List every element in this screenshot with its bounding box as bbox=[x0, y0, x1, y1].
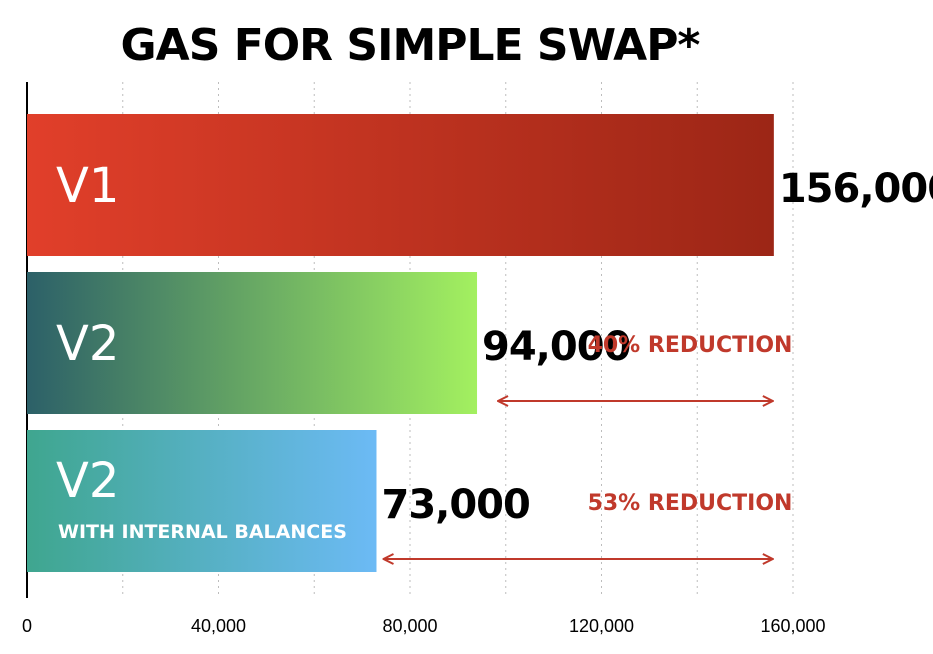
value-label: 73,000 bbox=[381, 482, 529, 528]
bars: V1 156,000 V2 94,000 V2 WITH INTERNAL BALANCE… bbox=[27, 114, 933, 572]
value-label: 156,000 bbox=[779, 166, 933, 212]
x-tick-label: 40,000 bbox=[191, 616, 246, 636]
bar-subtitle-label: WITH INTERNAL BALANCES bbox=[58, 521, 347, 543]
bar-category-label: V1 bbox=[56, 158, 119, 214]
chart-title: GAS FOR SIMPLE SWAP* bbox=[121, 20, 701, 71]
x-tick-label: 0 bbox=[22, 616, 32, 636]
bar bbox=[27, 272, 478, 414]
reduction-label: 53% REDUCTION bbox=[588, 491, 793, 516]
x-tick-label: 80,000 bbox=[382, 616, 437, 636]
x-tick-label: 160,000 bbox=[760, 616, 825, 636]
bar bbox=[27, 114, 774, 256]
reduction-label: 40% REDUCTION bbox=[588, 333, 793, 358]
x-axis-ticks: 0 40,000 80,000 120,000 160,000 bbox=[22, 616, 826, 636]
bar-category-label: V2 bbox=[56, 453, 119, 509]
x-tick-label: 120,000 bbox=[569, 616, 634, 636]
annotations: 40% REDUCTION 53% REDUCTION bbox=[384, 333, 792, 559]
value-label: 94,000 bbox=[482, 324, 630, 370]
bar bbox=[27, 430, 377, 572]
bar-category-label: V2 bbox=[56, 316, 119, 372]
